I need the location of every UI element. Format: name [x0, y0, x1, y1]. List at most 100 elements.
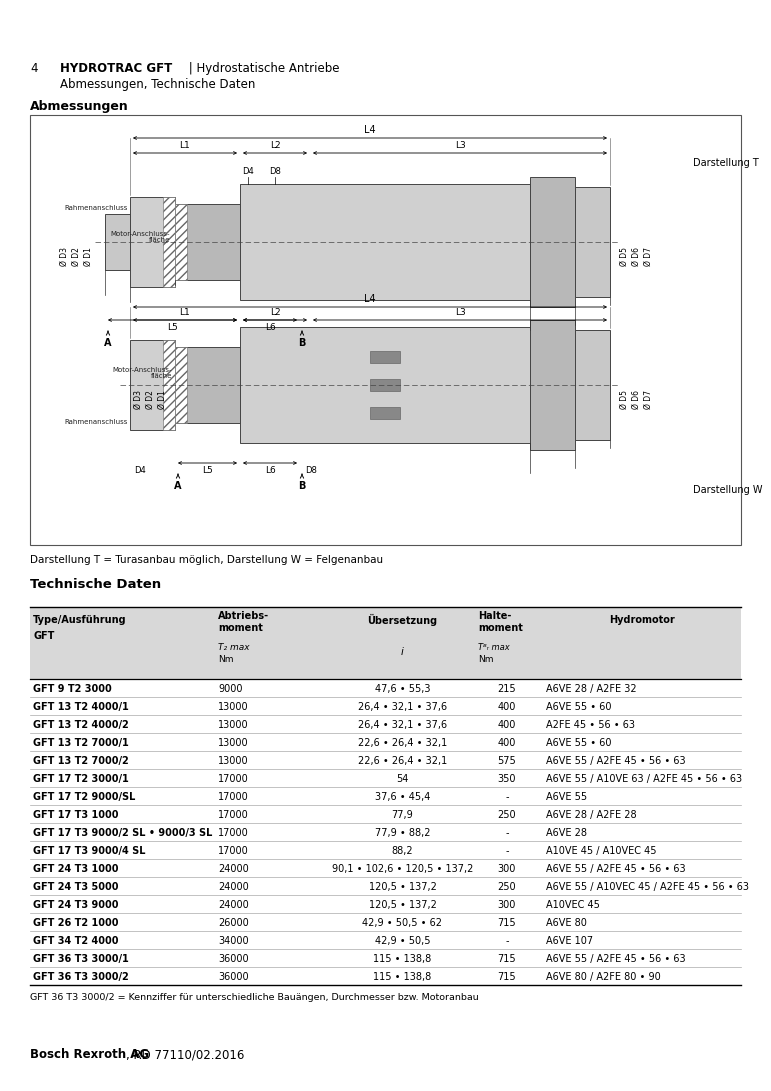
Text: Nm: Nm — [218, 655, 234, 663]
Text: i: i — [401, 647, 404, 657]
Text: 37,6 • 45,4: 37,6 • 45,4 — [375, 792, 430, 802]
Text: Abmessungen: Abmessungen — [30, 100, 129, 113]
Bar — [175, 204, 240, 280]
Text: Nm: Nm — [478, 655, 493, 663]
Text: 17000: 17000 — [218, 792, 249, 802]
Text: Ø D2: Ø D2 — [146, 389, 154, 409]
Text: Darstellung W: Darstellung W — [693, 485, 763, 495]
Text: 42,9 • 50,5: 42,9 • 50,5 — [375, 936, 430, 946]
Text: B: B — [298, 481, 305, 491]
Text: GFT 36 T3 3000/2: GFT 36 T3 3000/2 — [33, 972, 129, 982]
Text: 13000: 13000 — [218, 756, 248, 766]
Text: Darstellung T = Turasanbau möglich, Darstellung W = Felgenanbau: Darstellung T = Turasanbau möglich, Dars… — [30, 555, 383, 565]
Bar — [130, 340, 175, 430]
Text: A6VE 107: A6VE 107 — [546, 936, 593, 946]
Text: 17000: 17000 — [218, 810, 249, 820]
Bar — [530, 320, 575, 449]
Text: 24000: 24000 — [218, 864, 249, 874]
Text: GFT 24 T3 5000: GFT 24 T3 5000 — [33, 882, 119, 892]
Text: Ø D7: Ø D7 — [644, 247, 652, 266]
Text: -: - — [505, 846, 509, 856]
Bar — [370, 379, 400, 391]
Text: 90,1 • 102,6 • 120,5 • 137,2: 90,1 • 102,6 • 120,5 • 137,2 — [332, 864, 473, 874]
Text: Abtriebs-: Abtriebs- — [218, 611, 269, 621]
Text: A6VE 28 / A2FE 32: A6VE 28 / A2FE 32 — [546, 684, 637, 694]
Text: 17000: 17000 — [218, 846, 249, 856]
Text: Ø D5: Ø D5 — [620, 389, 628, 409]
Text: Ø D3: Ø D3 — [133, 389, 143, 409]
Text: GFT 34 T2 4000: GFT 34 T2 4000 — [33, 936, 119, 946]
Text: L4: L4 — [364, 293, 375, 304]
Text: 400: 400 — [498, 702, 517, 712]
Text: 17000: 17000 — [218, 774, 249, 784]
Text: 36000: 36000 — [218, 954, 248, 964]
Text: 350: 350 — [498, 774, 517, 784]
Text: GFT 17 T2 3000/1: GFT 17 T2 3000/1 — [33, 774, 129, 784]
Text: A10VEC 45: A10VEC 45 — [546, 900, 600, 910]
Text: 120,5 • 137,2: 120,5 • 137,2 — [369, 900, 436, 910]
Text: A: A — [174, 481, 182, 491]
Text: L5: L5 — [202, 466, 213, 475]
Text: GFT 26 T2 1000: GFT 26 T2 1000 — [33, 918, 119, 928]
Text: Bosch Rexroth AG: Bosch Rexroth AG — [30, 1048, 149, 1062]
Text: B: B — [298, 338, 305, 348]
Text: A6VE 80 / A2FE 80 • 90: A6VE 80 / A2FE 80 • 90 — [546, 972, 661, 982]
Text: moment: moment — [218, 623, 263, 633]
Text: GFT 17 T3 1000: GFT 17 T3 1000 — [33, 810, 119, 820]
Text: A6VE 55 / A2FE 45 • 56 • 63: A6VE 55 / A2FE 45 • 56 • 63 — [546, 954, 685, 964]
Bar — [30, 607, 741, 679]
Text: L2: L2 — [270, 308, 281, 317]
Text: D4: D4 — [242, 167, 254, 176]
Text: Übersetzung: Übersetzung — [368, 613, 438, 625]
Bar — [30, 115, 741, 546]
Text: | Hydrostatische Antriebe: | Hydrostatische Antriebe — [185, 62, 339, 75]
Text: A10VE 45 / A10VEC 45: A10VE 45 / A10VEC 45 — [546, 846, 656, 856]
Bar — [175, 347, 187, 423]
Text: Ø D6: Ø D6 — [631, 389, 641, 409]
Text: L3: L3 — [455, 308, 466, 317]
Text: A6VE 55: A6VE 55 — [546, 792, 588, 802]
Text: Halte-: Halte- — [478, 611, 511, 621]
Text: 77,9 • 88,2: 77,9 • 88,2 — [375, 828, 430, 838]
Text: Abmessungen, Technische Daten: Abmessungen, Technische Daten — [60, 77, 255, 91]
Text: L3: L3 — [455, 141, 466, 149]
Text: A6VE 28 / A2FE 28: A6VE 28 / A2FE 28 — [546, 810, 637, 820]
Text: 575: 575 — [497, 756, 517, 766]
Text: L6: L6 — [264, 466, 275, 475]
Text: 13000: 13000 — [218, 720, 248, 730]
Text: 120,5 • 137,2: 120,5 • 137,2 — [369, 882, 436, 892]
Text: 24000: 24000 — [218, 900, 249, 910]
Text: 250: 250 — [498, 810, 517, 820]
Text: D8: D8 — [269, 167, 281, 176]
Text: Ø D1: Ø D1 — [157, 389, 167, 409]
Text: 400: 400 — [498, 720, 517, 730]
Text: GFT 24 T3 9000: GFT 24 T3 9000 — [33, 900, 119, 910]
Text: D8: D8 — [305, 466, 317, 475]
Text: 715: 715 — [498, 972, 517, 982]
Bar — [130, 197, 175, 287]
Text: L6: L6 — [264, 323, 275, 332]
Text: moment: moment — [478, 623, 523, 633]
Text: 36000: 36000 — [218, 972, 248, 982]
Text: Tᴮᵣ max: Tᴮᵣ max — [478, 644, 510, 652]
Text: 4: 4 — [30, 62, 38, 75]
Bar — [575, 187, 610, 297]
Text: 300: 300 — [498, 900, 517, 910]
Text: -: - — [505, 828, 509, 838]
Text: A6VE 55 • 60: A6VE 55 • 60 — [546, 702, 611, 712]
Text: GFT 17 T3 9000/4 SL: GFT 17 T3 9000/4 SL — [33, 846, 146, 856]
Text: Motor-Anschluss-
fläche: Motor-Anschluss- fläche — [113, 367, 172, 380]
Text: GFT 13 T2 7000/2: GFT 13 T2 7000/2 — [33, 756, 129, 766]
Text: 77,9: 77,9 — [392, 810, 413, 820]
Text: 42,9 • 50,5 • 62: 42,9 • 50,5 • 62 — [362, 918, 443, 928]
Text: A6VE 80: A6VE 80 — [546, 918, 587, 928]
Text: GFT 17 T3 9000/2 SL • 9000/3 SL: GFT 17 T3 9000/2 SL • 9000/3 SL — [33, 828, 212, 838]
Text: 22,6 • 26,4 • 32,1: 22,6 • 26,4 • 32,1 — [358, 756, 447, 766]
Text: 26,4 • 32,1 • 37,6: 26,4 • 32,1 • 37,6 — [358, 720, 447, 730]
Bar — [163, 197, 175, 287]
Bar — [575, 329, 610, 440]
Text: L1: L1 — [180, 141, 190, 149]
Text: Ø D5: Ø D5 — [620, 247, 628, 266]
Text: 47,6 • 55,3: 47,6 • 55,3 — [375, 684, 430, 694]
Text: -: - — [505, 792, 509, 802]
